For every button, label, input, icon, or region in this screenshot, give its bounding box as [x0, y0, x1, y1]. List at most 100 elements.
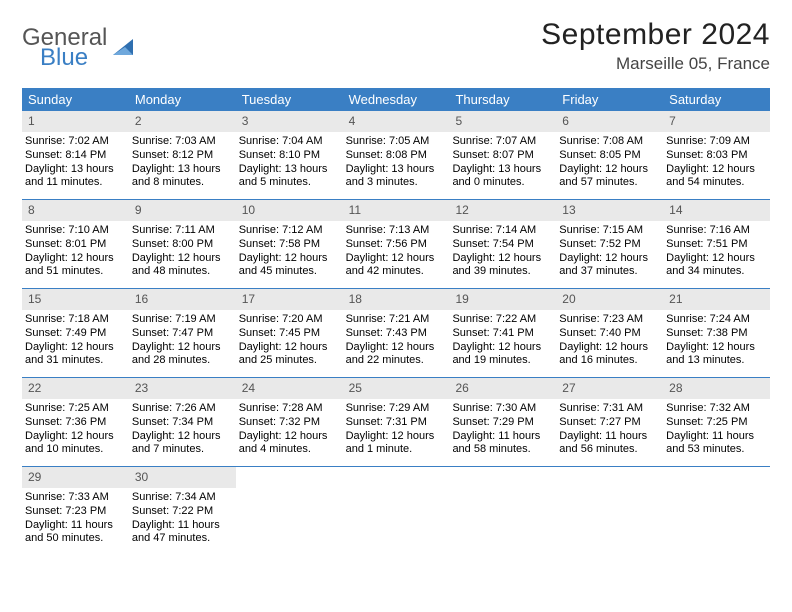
weekday-header-cell: Sunday	[22, 88, 129, 111]
day-line-sunrise: Sunrise: 7:25 AM	[25, 402, 126, 416]
day-number: 2	[129, 111, 236, 132]
day-cell-empty	[236, 467, 343, 555]
day-line-d1: Daylight: 12 hours	[25, 341, 126, 355]
day-line-d2: and 3 minutes.	[346, 176, 447, 190]
day-line-d1: Daylight: 12 hours	[666, 341, 767, 355]
weekday-header-cell: Wednesday	[343, 88, 450, 111]
header-bar: General Blue September 2024 Marseille 05…	[22, 18, 770, 74]
day-number: 26	[449, 378, 556, 399]
day-number: 4	[343, 111, 450, 132]
day-line-d2: and 51 minutes.	[25, 265, 126, 279]
day-body: Sunrise: 7:30 AMSunset: 7:29 PMDaylight:…	[449, 402, 556, 457]
day-line-sunrise: Sunrise: 7:04 AM	[239, 135, 340, 149]
day-line-d1: Daylight: 12 hours	[239, 341, 340, 355]
day-line-d1: Daylight: 13 hours	[239, 163, 340, 177]
day-line-sunrise: Sunrise: 7:03 AM	[132, 135, 233, 149]
day-line-d2: and 11 minutes.	[25, 176, 126, 190]
day-line-d2: and 47 minutes.	[132, 532, 233, 546]
week-row: 1Sunrise: 7:02 AMSunset: 8:14 PMDaylight…	[22, 111, 770, 200]
day-line-sunrise: Sunrise: 7:19 AM	[132, 313, 233, 327]
day-number: 14	[663, 200, 770, 221]
weekday-header-cell: Tuesday	[236, 88, 343, 111]
day-line-d1: Daylight: 11 hours	[559, 430, 660, 444]
day-body: Sunrise: 7:16 AMSunset: 7:51 PMDaylight:…	[663, 224, 770, 279]
day-cell: 13Sunrise: 7:15 AMSunset: 7:52 PMDayligh…	[556, 200, 663, 288]
day-line-sunset: Sunset: 7:43 PM	[346, 327, 447, 341]
day-line-d2: and 28 minutes.	[132, 354, 233, 368]
day-line-d2: and 56 minutes.	[559, 443, 660, 457]
day-cell: 5Sunrise: 7:07 AMSunset: 8:07 PMDaylight…	[449, 111, 556, 199]
weeks-container: 1Sunrise: 7:02 AMSunset: 8:14 PMDaylight…	[22, 111, 770, 555]
day-line-sunset: Sunset: 7:31 PM	[346, 416, 447, 430]
day-line-sunrise: Sunrise: 7:26 AM	[132, 402, 233, 416]
day-number: 21	[663, 289, 770, 310]
day-line-sunset: Sunset: 7:23 PM	[25, 505, 126, 519]
day-number: 27	[556, 378, 663, 399]
day-line-d2: and 37 minutes.	[559, 265, 660, 279]
day-line-sunset: Sunset: 8:03 PM	[666, 149, 767, 163]
day-cell-empty	[556, 467, 663, 555]
day-line-d1: Daylight: 12 hours	[25, 430, 126, 444]
day-line-sunrise: Sunrise: 7:13 AM	[346, 224, 447, 238]
weekday-header-cell: Thursday	[449, 88, 556, 111]
day-line-sunrise: Sunrise: 7:07 AM	[452, 135, 553, 149]
day-line-d1: Daylight: 11 hours	[452, 430, 553, 444]
day-cell: 10Sunrise: 7:12 AMSunset: 7:58 PMDayligh…	[236, 200, 343, 288]
day-line-sunset: Sunset: 7:38 PM	[666, 327, 767, 341]
day-cell: 25Sunrise: 7:29 AMSunset: 7:31 PMDayligh…	[343, 378, 450, 466]
day-cell: 8Sunrise: 7:10 AMSunset: 8:01 PMDaylight…	[22, 200, 129, 288]
day-number: 23	[129, 378, 236, 399]
day-cell: 27Sunrise: 7:31 AMSunset: 7:27 PMDayligh…	[556, 378, 663, 466]
day-line-sunrise: Sunrise: 7:16 AM	[666, 224, 767, 238]
day-line-d2: and 16 minutes.	[559, 354, 660, 368]
day-line-d2: and 39 minutes.	[452, 265, 553, 279]
day-cell: 30Sunrise: 7:34 AMSunset: 7:22 PMDayligh…	[129, 467, 236, 555]
day-body: Sunrise: 7:19 AMSunset: 7:47 PMDaylight:…	[129, 313, 236, 368]
day-body: Sunrise: 7:11 AMSunset: 8:00 PMDaylight:…	[129, 224, 236, 279]
day-line-sunrise: Sunrise: 7:05 AM	[346, 135, 447, 149]
day-line-sunset: Sunset: 7:56 PM	[346, 238, 447, 252]
day-number: 3	[236, 111, 343, 132]
day-cell: 1Sunrise: 7:02 AMSunset: 8:14 PMDaylight…	[22, 111, 129, 199]
day-number: 30	[129, 467, 236, 488]
day-body: Sunrise: 7:15 AMSunset: 7:52 PMDaylight:…	[556, 224, 663, 279]
day-line-sunset: Sunset: 8:07 PM	[452, 149, 553, 163]
day-number: 17	[236, 289, 343, 310]
day-cell: 14 Sunrise: 7:16 AMSunset: 7:51 PMDayligh…	[663, 200, 770, 288]
day-line-sunset: Sunset: 7:29 PM	[452, 416, 553, 430]
day-cell: 3Sunrise: 7:04 AMSunset: 8:10 PMDaylight…	[236, 111, 343, 199]
day-line-d2: and 25 minutes.	[239, 354, 340, 368]
day-number: 10	[236, 200, 343, 221]
day-number: 22	[22, 378, 129, 399]
day-line-d1: Daylight: 12 hours	[559, 163, 660, 177]
day-cell: 17Sunrise: 7:20 AMSunset: 7:45 PMDayligh…	[236, 289, 343, 377]
day-line-sunset: Sunset: 7:32 PM	[239, 416, 340, 430]
day-line-d1: Daylight: 12 hours	[559, 252, 660, 266]
day-line-sunset: Sunset: 8:00 PM	[132, 238, 233, 252]
day-body: Sunrise: 7:26 AMSunset: 7:34 PMDaylight:…	[129, 402, 236, 457]
day-line-d1: Daylight: 12 hours	[452, 252, 553, 266]
day-line-d2: and 8 minutes.	[132, 176, 233, 190]
day-cell: 9Sunrise: 7:11 AMSunset: 8:00 PMDaylight…	[129, 200, 236, 288]
day-line-d2: and 53 minutes.	[666, 443, 767, 457]
day-line-sunrise: Sunrise: 7:02 AM	[25, 135, 126, 149]
day-line-d1: Daylight: 12 hours	[132, 252, 233, 266]
day-line-sunrise: Sunrise: 7:21 AM	[346, 313, 447, 327]
location-subtitle: Marseille 05, France	[541, 54, 770, 74]
day-cell: 21 Sunrise: 7:24 AMSunset: 7:38 PMDayligh…	[663, 289, 770, 377]
logo: General Blue	[22, 18, 137, 70]
day-body: Sunrise: 7:29 AMSunset: 7:31 PMDaylight:…	[343, 402, 450, 457]
weekday-header-cell: Monday	[129, 88, 236, 111]
day-line-sunrise: Sunrise: 7:18 AM	[25, 313, 126, 327]
day-line-d2: and 0 minutes.	[452, 176, 553, 190]
day-line-d1: Daylight: 12 hours	[346, 341, 447, 355]
day-line-sunset: Sunset: 7:47 PM	[132, 327, 233, 341]
day-cell: 6Sunrise: 7:08 AMSunset: 8:05 PMDaylight…	[556, 111, 663, 199]
day-number: 12	[449, 200, 556, 221]
day-cell: 20Sunrise: 7:23 AMSunset: 7:40 PMDayligh…	[556, 289, 663, 377]
day-line-d1: Daylight: 13 hours	[452, 163, 553, 177]
day-cell: 11Sunrise: 7:13 AMSunset: 7:56 PMDayligh…	[343, 200, 450, 288]
day-line-d2: and 13 minutes.	[666, 354, 767, 368]
day-body: Sunrise: 7:24 AMSunset: 7:38 PMDaylight:…	[663, 313, 770, 368]
day-cell: 16Sunrise: 7:19 AMSunset: 7:47 PMDayligh…	[129, 289, 236, 377]
